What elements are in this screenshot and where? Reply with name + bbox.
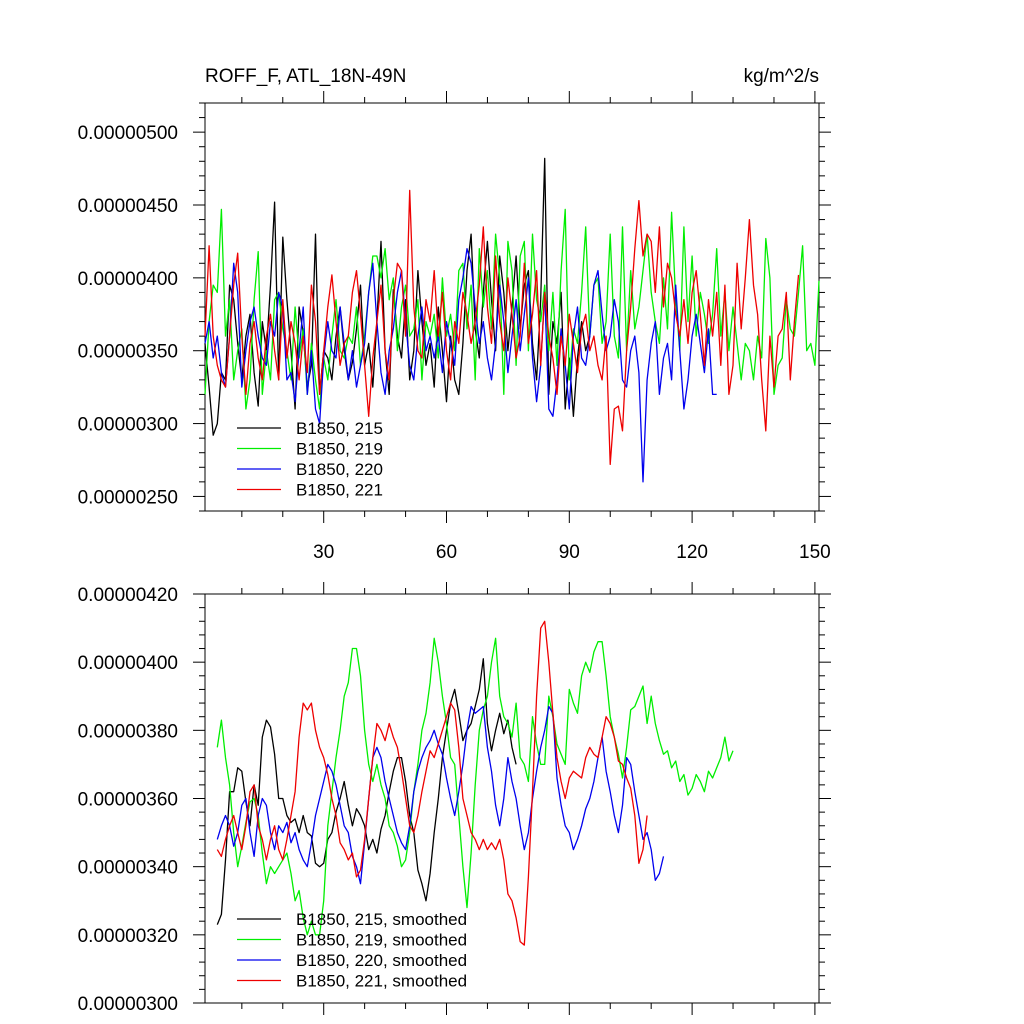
legend-label: B1850, 219 [296, 440, 383, 459]
y-tick-label: 0.00000420 [78, 585, 178, 606]
y-tick-label: 0.00000400 [78, 653, 178, 674]
y-tick-label: 0.00000500 [78, 123, 178, 144]
y-tick-label: 0.00000300 [78, 994, 178, 1015]
y-tick-label: 0.00000350 [78, 342, 178, 363]
y-tick-label: 0.00000340 [78, 858, 178, 879]
legend-label: B1850, 221 [296, 481, 383, 500]
y-tick-label: 0.00000400 [78, 269, 178, 290]
y-tick-label: 0.00000450 [78, 196, 178, 217]
series-line-b1850-220 [204, 248, 717, 483]
y-tick-label: 0.00000320 [78, 926, 178, 947]
legend-label: B1850, 215, smoothed [296, 910, 467, 929]
legend-label: B1850, 219, smoothed [296, 931, 467, 950]
x-tick-label: 90 [559, 542, 580, 563]
x-tick-label: 150 [799, 542, 831, 563]
legend-label: B1850, 221, smoothed [296, 972, 467, 991]
x-tick-label: 30 [313, 542, 334, 563]
x-tick-label: 60 [436, 542, 457, 563]
series-line-b1850-221 [204, 189, 800, 466]
y-tick-label: 0.00000360 [78, 790, 178, 811]
series-line-b1850-221-smoothed [216, 620, 648, 946]
series-line-b1850-220-smoothed [216, 705, 665, 885]
legend-label: B1850, 220 [296, 460, 383, 479]
x-tick-label: 120 [676, 542, 708, 563]
chart-title: ROFF_F, ATL_18N-49N [205, 66, 406, 87]
upper-panel: ROFF_F, ATL_18N-49N kg/m^2/s 30 60 90 120 150 0… [78, 66, 831, 563]
y-tick-label: 0.00000300 [78, 415, 178, 436]
y-tick-label: 0.00000380 [78, 721, 178, 742]
lower-panel: 0.00000300 0.00000320 0.00000340 0.00000360… [78, 582, 831, 1015]
y-tick-label: 0.00000250 [78, 487, 178, 508]
series-line-b1850-215-smoothed [216, 658, 517, 925]
units-label: kg/m^2/s [744, 66, 819, 87]
legend-label: B1850, 220, smoothed [296, 951, 467, 970]
series-line-b1850-219-smoothed [216, 637, 734, 936]
legend-label: B1850, 215 [296, 419, 383, 438]
